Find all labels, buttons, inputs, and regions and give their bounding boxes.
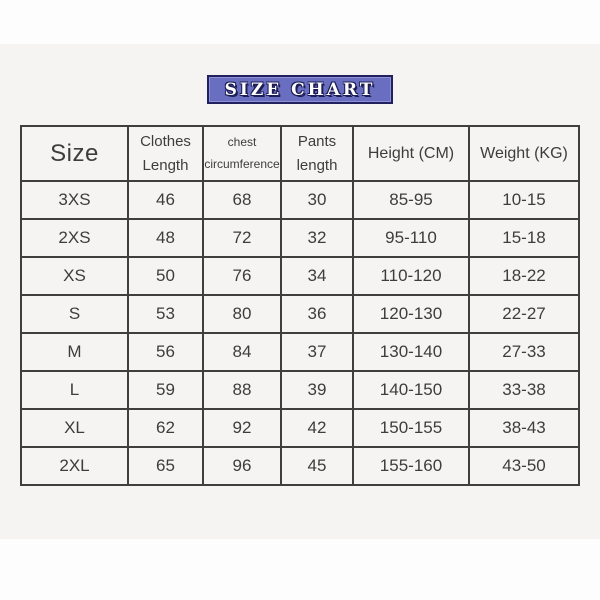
table-cell: 38-43: [468, 408, 580, 448]
table-cell: 15-18: [468, 218, 580, 258]
column-header-pants-line1: Pants: [297, 132, 337, 150]
table-cell: 88: [202, 370, 282, 410]
table-cell: 120-130: [352, 294, 470, 334]
column-header-pants-line2: length: [296, 156, 338, 174]
table-cell: 10-15: [468, 180, 580, 220]
table-cell: 45: [280, 446, 354, 486]
table-cell: 36: [280, 294, 354, 334]
column-header-clothes-length-line1: Clothes: [140, 132, 191, 150]
table-cell: 32: [280, 218, 354, 258]
table-cell: 140-150: [352, 370, 470, 410]
table-cell: 110-120: [352, 256, 470, 296]
table-cell: 72: [202, 218, 282, 258]
table-cell: 46: [127, 180, 204, 220]
table-cell: 33-38: [468, 370, 580, 410]
table-cell: 76: [202, 256, 282, 296]
table-cell: 150-155: [352, 408, 470, 448]
table-cell-size: 2XS: [20, 218, 129, 258]
table-cell: 42: [280, 408, 354, 448]
table-cell: 50: [127, 256, 204, 296]
column-header-pants-length: Pants length: [280, 125, 354, 182]
table-cell: 95-110: [352, 218, 470, 258]
table-row: XS 50 76 34 110-120 18-22: [20, 256, 580, 296]
table-cell: 85-95: [352, 180, 470, 220]
table-cell-size: XS: [20, 256, 129, 296]
table-row: XL 62 92 42 150-155 38-43: [20, 408, 580, 448]
table-row: 2XS 48 72 32 95-110 15-18: [20, 218, 580, 258]
table-row: L 59 88 39 140-150 33-38: [20, 370, 580, 410]
table-cell: 155-160: [352, 446, 470, 486]
table-cell: 92: [202, 408, 282, 448]
table-row: 2XL 65 96 45 155-160 43-50: [20, 446, 580, 486]
table-cell: 37: [280, 332, 354, 372]
table-cell: 34: [280, 256, 354, 296]
table-cell: 62: [127, 408, 204, 448]
table-cell: 80: [202, 294, 282, 334]
table-cell: 27-33: [468, 332, 580, 372]
table-cell-size: 2XL: [20, 446, 129, 486]
header-row: Size Clothes Length chest circumference …: [20, 125, 580, 182]
column-header-chest-line2: circumference: [204, 156, 280, 171]
table-cell: 56: [127, 332, 204, 372]
table-cell: 18-22: [468, 256, 580, 296]
table-cell: 96: [202, 446, 282, 486]
column-header-clothes-length: Clothes Length: [127, 125, 204, 182]
table-cell: 53: [127, 294, 204, 334]
banner-title: SIZE CHART: [224, 79, 376, 100]
size-chart-table: Size Clothes Length chest circumference …: [20, 125, 580, 486]
table-cell: 30: [280, 180, 354, 220]
table-cell-size: M: [20, 332, 129, 372]
column-header-height: Height (CM): [352, 125, 470, 182]
column-header-chest-circumference: chest circumference: [202, 125, 282, 182]
table-cell: 48: [127, 218, 204, 258]
table-cell: 22-27: [468, 294, 580, 334]
table-row: M 56 84 37 130-140 27-33: [20, 332, 580, 372]
table-cell-size: S: [20, 294, 129, 334]
table-row: S 53 80 36 120-130 22-27: [20, 294, 580, 334]
table-cell-size: 3XS: [20, 180, 129, 220]
size-chart-banner: SIZE CHART: [207, 75, 393, 104]
table-row: 3XS 46 68 30 85-95 10-15: [20, 180, 580, 220]
table-cell-size: L: [20, 370, 129, 410]
table-cell-size: XL: [20, 408, 129, 448]
table-cell: 130-140: [352, 332, 470, 372]
table-cell: 59: [127, 370, 204, 410]
table-cell: 84: [202, 332, 282, 372]
table-cell: 65: [127, 446, 204, 486]
column-header-weight: Weight (KG): [468, 125, 580, 182]
column-header-chest-line1: chest: [227, 134, 257, 149]
table-cell: 43-50: [468, 446, 580, 486]
table-cell: 39: [280, 370, 354, 410]
table-cell: 68: [202, 180, 282, 220]
column-header-clothes-length-line2: Length: [142, 156, 189, 174]
column-header-size: Size: [20, 125, 129, 182]
